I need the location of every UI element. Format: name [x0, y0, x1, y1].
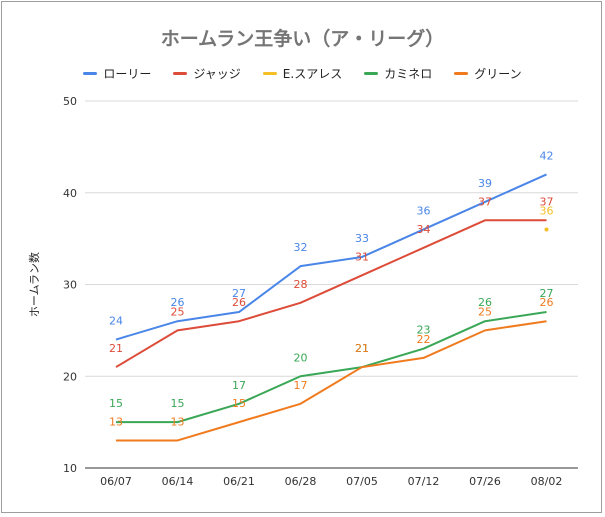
- x-tick-label: 06/14: [162, 475, 194, 488]
- y-tick-label: 30: [63, 279, 77, 292]
- data-label: 25: [171, 305, 185, 318]
- data-label: 37: [478, 195, 492, 208]
- data-label: 17: [294, 379, 308, 392]
- data-label: 15: [109, 397, 123, 410]
- data-label: 13: [109, 415, 123, 428]
- y-tick-label: 20: [63, 370, 77, 383]
- y-tick-label: 50: [63, 95, 77, 108]
- data-label: 26: [232, 296, 246, 309]
- series-line-4: [116, 320, 547, 442]
- y-axis-title: ホームラン数: [28, 252, 41, 317]
- legend-entry[interactable]: ローリー: [83, 65, 151, 82]
- data-label: 26: [540, 296, 554, 309]
- data-label: 27: [232, 287, 246, 300]
- data-label: 39: [478, 177, 492, 190]
- data-label: 15: [171, 397, 185, 410]
- legend-entry[interactable]: ジャッジ: [173, 65, 241, 82]
- legend-swatch: [454, 72, 469, 75]
- data-label: 17: [232, 379, 246, 392]
- data-label: 28: [294, 278, 308, 291]
- legend-swatch: [83, 72, 98, 75]
- legend-entry[interactable]: E.スアレス: [262, 65, 343, 82]
- legend-swatch: [173, 72, 188, 75]
- legend-label: カミネロ: [384, 67, 433, 81]
- data-label: 15: [232, 397, 246, 410]
- series-line-3: [116, 311, 547, 424]
- data-label: 24: [109, 315, 123, 328]
- x-tick-label: 07/26: [469, 475, 501, 488]
- x-tick-label: 06/28: [285, 475, 317, 488]
- data-label: 26: [171, 296, 185, 309]
- data-label: 32: [294, 241, 308, 254]
- legend-swatch: [262, 72, 277, 75]
- y-tick-label: 40: [63, 187, 77, 200]
- x-tick-label: 06/21: [223, 475, 255, 488]
- data-label: 37: [540, 195, 554, 208]
- x-tick-label: 06/07: [100, 475, 132, 488]
- data-label: 22: [417, 333, 431, 346]
- x-tick-label: 07/05: [346, 475, 378, 488]
- data-label: 26: [478, 296, 492, 309]
- data-label: 36: [417, 204, 431, 217]
- legend-label: E.スアレス: [282, 67, 343, 81]
- data-label: 20: [294, 351, 308, 364]
- data-label: 27: [540, 287, 554, 300]
- legend-label: グリーン: [474, 67, 522, 81]
- legend-label: ローリー: [103, 67, 152, 81]
- series-line-1: [115, 219, 547, 368]
- data-label: 31: [355, 250, 369, 263]
- chart-title: ホームラン王争い（ア・リーグ）: [160, 28, 445, 50]
- series-line-0: [115, 173, 547, 341]
- data-label: 21: [355, 342, 369, 355]
- data-label: 34: [417, 223, 431, 236]
- x-tick-label: 08/02: [531, 475, 563, 488]
- legend-entry[interactable]: カミネロ: [364, 65, 432, 82]
- data-label: 25: [478, 305, 492, 318]
- data-label: 21: [109, 342, 123, 355]
- x-tick-label: 07/12: [408, 475, 440, 488]
- data-label: 23: [417, 324, 431, 337]
- chart-legend: ローリー ジャッジ E.スアレス カミネロ グリーン: [2, 65, 603, 82]
- data-label: 36: [540, 204, 554, 217]
- data-label: 33: [355, 232, 369, 245]
- data-label: 42: [540, 149, 554, 162]
- data-label: 21: [355, 342, 369, 355]
- legend-label: ジャッジ: [193, 67, 241, 81]
- y-tick-label: 10: [63, 462, 77, 475]
- legend-entry[interactable]: グリーン: [454, 65, 522, 82]
- data-label: 13: [171, 415, 185, 428]
- legend-swatch: [364, 72, 379, 75]
- series-point-2: [544, 227, 549, 232]
